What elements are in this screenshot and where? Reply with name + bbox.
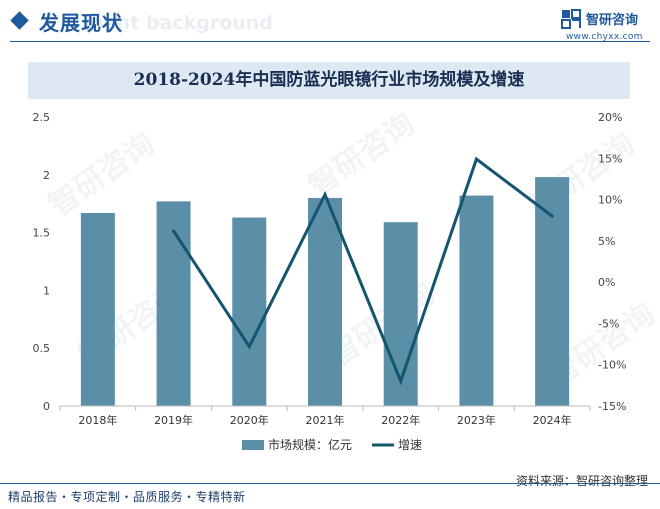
x-tick-label: 2024年: [533, 413, 572, 427]
x-tick-label: 2021年: [306, 413, 345, 427]
y-left-tick-label: 1: [43, 284, 50, 297]
y-right-tick-label: -5%: [598, 317, 619, 330]
y-right-tick-label: -10%: [598, 359, 626, 372]
header: ment background 发展现状 智研咨询 www.chyxx.com: [0, 0, 660, 44]
growth-point: [323, 193, 327, 197]
y-left-tick-label: 0.5: [33, 342, 51, 355]
y-right-tick-label: 10%: [598, 194, 622, 207]
diamond-icon: [10, 11, 29, 30]
logo-icon: [561, 9, 581, 29]
y-right-tick-label: 5%: [598, 235, 615, 248]
section-title: 发展现状: [39, 11, 123, 35]
bar: [383, 222, 418, 406]
x-tick-label: 2020年: [230, 413, 269, 427]
bar: [308, 197, 342, 406]
logo-url: www.chyxx.com: [566, 32, 643, 42]
y-right-tick-label: 20%: [598, 111, 622, 124]
x-tick-label: 2022年: [381, 413, 420, 427]
growth-point: [172, 229, 176, 233]
growth-point: [474, 157, 478, 161]
header-divider: [10, 41, 650, 42]
logo-name: 智研咨询: [586, 13, 639, 28]
chart: 0 0.5 1 1.5 2 2.5 -15% -10% -5% 0% 5% 10% 15% 20% 2018…: [33, 111, 627, 452]
legend-label-line: 增速: [398, 438, 422, 452]
y-right-tick-label: 0%: [598, 276, 615, 289]
y-left-tick-label: 2.5: [33, 111, 51, 124]
bar: [80, 212, 115, 406]
y-right-tick-label: 15%: [598, 152, 622, 165]
title-band: [28, 62, 630, 99]
footer: 精品报告・专项定制・品质服务・专精特新: [0, 482, 660, 509]
footer-divider: [0, 483, 660, 484]
bar: [459, 195, 494, 406]
y-right-tick-label: -15%: [598, 400, 626, 413]
growth-point: [399, 379, 403, 383]
footer-text: 精品报告・专项定制・品质服务・专精特新: [8, 490, 246, 504]
chart-title: 2018-2024年中国防蓝光眼镜行业市场规模及增速: [133, 70, 525, 90]
y-left-tick-label: 1.5: [33, 227, 51, 240]
bar: [535, 177, 570, 406]
header-ghost-text: ment background: [84, 12, 273, 34]
x-tick-label: 2019年: [154, 413, 193, 427]
source-note: 资料来源：智研咨询整理: [515, 474, 648, 488]
bar: [232, 217, 267, 406]
legend-label-bar: 市场规模：亿元: [268, 437, 352, 452]
y-left-tick-label: 0: [43, 400, 50, 413]
growth-point: [247, 345, 251, 349]
y-left-tick-label: 2: [43, 169, 50, 182]
growth-point: [550, 214, 554, 218]
x-tick-label: 2023年: [457, 413, 496, 427]
legend-swatch-bar: [242, 440, 264, 450]
growth-line: [172, 156, 554, 386]
x-tick-label: 2018年: [78, 413, 117, 427]
bar: [156, 201, 191, 406]
